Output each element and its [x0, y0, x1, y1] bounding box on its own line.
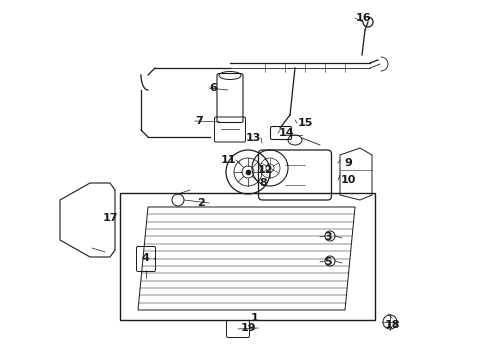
Text: 17: 17 — [102, 213, 118, 223]
Bar — [120, 193, 375, 320]
Text: 12: 12 — [257, 165, 273, 175]
Text: 5: 5 — [324, 257, 332, 267]
Text: 3: 3 — [324, 232, 332, 242]
Text: 13: 13 — [245, 133, 261, 143]
Text: 8: 8 — [259, 178, 267, 188]
Text: 9: 9 — [344, 158, 352, 168]
Text: 4: 4 — [141, 253, 149, 263]
Text: 10: 10 — [341, 175, 356, 185]
Text: 6: 6 — [209, 83, 217, 93]
Text: 2: 2 — [197, 198, 205, 208]
Text: 19: 19 — [240, 323, 256, 333]
Text: 7: 7 — [195, 116, 203, 126]
Text: 1: 1 — [251, 313, 259, 323]
Text: 16: 16 — [355, 13, 371, 23]
Text: 14: 14 — [278, 128, 294, 138]
Text: 11: 11 — [220, 155, 236, 165]
Text: 15: 15 — [297, 118, 313, 128]
Text: 18: 18 — [384, 320, 400, 330]
